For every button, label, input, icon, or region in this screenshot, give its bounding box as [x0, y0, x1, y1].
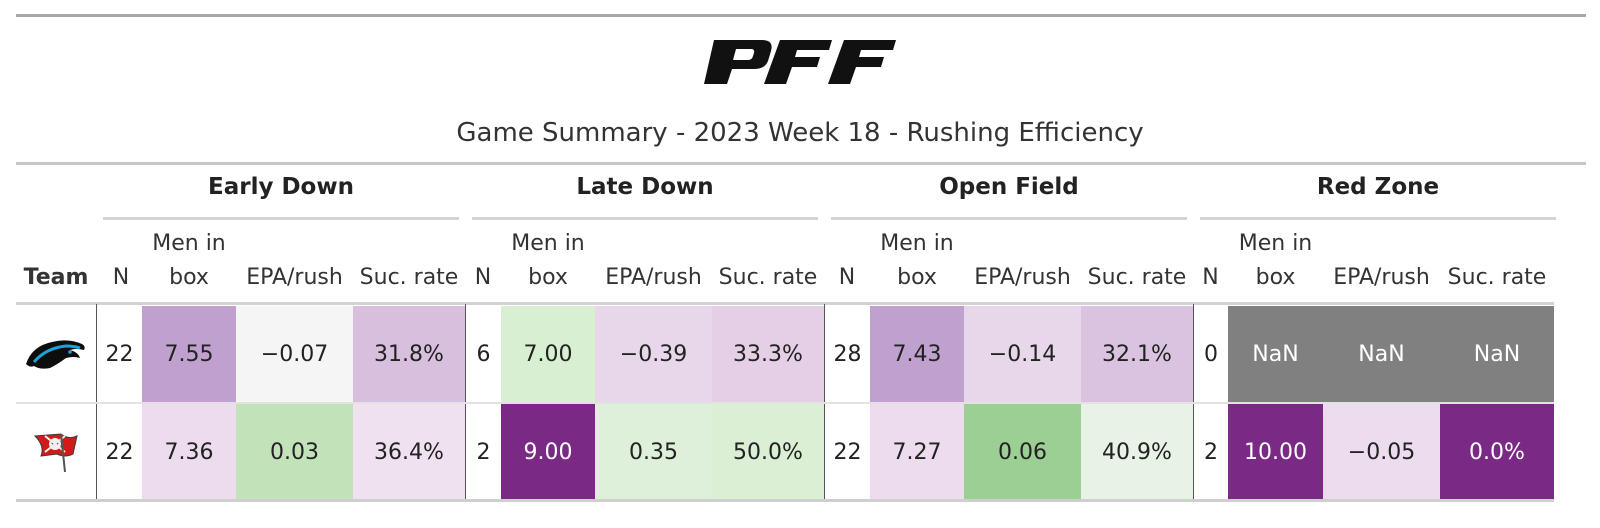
cell-early-down-suc-rate: 31.8%	[353, 306, 465, 402]
cell-late-down-suc-rate: 33.3%	[712, 306, 824, 402]
cell-early-down-n: 22	[97, 404, 142, 500]
cell-open-field-men-in-box: 7.27	[870, 404, 964, 500]
col-header-men-in-box-line2: box	[528, 265, 568, 290]
buccaneers-flag-logo-icon	[33, 433, 78, 473]
col-header-men-in-box-line2: box	[1255, 265, 1296, 290]
cell-open-field-suc-rate: 40.9%	[1081, 404, 1193, 500]
cell-red-zone-n: 0	[1194, 306, 1228, 402]
cell-open-field-epa-rush: −0.14	[964, 306, 1081, 402]
group-early-down: Early Down	[208, 174, 354, 200]
cell-open-field-suc-rate: 32.1%	[1081, 306, 1193, 402]
col-header-team: Team	[23, 265, 89, 290]
col-header-epa: EPA/rush	[246, 265, 343, 290]
group-red-zone: Red Zone	[1316, 174, 1440, 200]
col-header-n: N	[112, 265, 130, 290]
cell-late-down-men-in-box: 7.00	[501, 306, 595, 402]
team-logo-cell	[16, 306, 96, 402]
col-header-men-in-box-line1: Men in	[1238, 231, 1313, 256]
cell-late-down-epa-rush: −0.39	[595, 306, 712, 402]
col-header-epa: EPA/rush	[1333, 265, 1430, 290]
bottom-rule	[16, 499, 1554, 502]
cell-early-down-epa-rush: 0.03	[236, 404, 353, 500]
cell-early-down-men-in-box: 7.55	[142, 306, 236, 402]
col-header-men-in-box: Men in box	[870, 227, 964, 295]
pff-logo-icon	[704, 40, 896, 84]
cell-late-down-n: 2	[466, 404, 501, 500]
group-early-down-line	[103, 217, 459, 220]
col-header-men-in-box: Men in box	[501, 227, 595, 295]
group-red-zone-line	[1200, 217, 1556, 220]
cell-late-down-suc-rate: 50.0%	[712, 404, 824, 500]
cell-red-zone-men-in-box: 10.00	[1228, 404, 1323, 500]
group-open-field-line	[831, 217, 1187, 220]
cell-early-down-men-in-box: 7.36	[142, 404, 236, 500]
cell-late-down-men-in-box: 9.00	[501, 404, 595, 500]
panther-logo-icon	[26, 340, 85, 369]
table-title: Game Summary - 2023 Week 18 - Rushing Ef…	[456, 118, 1144, 148]
col-header-n: N	[1202, 265, 1219, 290]
col-header-suc-rate: Suc. rate	[359, 265, 459, 290]
header-rule	[16, 302, 1554, 305]
col-header-epa: EPA/rush	[974, 265, 1071, 290]
top-rule	[16, 14, 1586, 17]
cell-open-field-men-in-box: 7.43	[870, 306, 964, 402]
cell-late-down-n: 6	[466, 306, 501, 402]
col-header-suc-rate: Suc. rate	[1087, 265, 1187, 290]
col-header-n: N	[474, 265, 492, 290]
col-header-suc-rate: Suc. rate	[1447, 265, 1547, 290]
col-header-epa: EPA/rush	[605, 265, 702, 290]
pff-logo	[700, 36, 900, 88]
group-open-field: Open Field	[939, 174, 1079, 200]
col-header-n: N	[838, 265, 856, 290]
cell-red-zone-epa-rush: −0.05	[1323, 404, 1440, 500]
group-late-down-line	[472, 217, 818, 220]
col-header-men-in-box-line2: box	[897, 265, 937, 290]
cell-late-down-epa-rush: 0.35	[595, 404, 712, 500]
cell-red-zone-n: 2	[1194, 404, 1228, 500]
title-rule	[16, 162, 1586, 165]
cell-red-zone-men-in-box: NaN	[1228, 306, 1323, 402]
col-header-men-in-box-line1: Men in	[152, 231, 226, 256]
col-header-men-in-box-line2: box	[169, 265, 209, 290]
cell-red-zone-suc-rate: 0.0%	[1440, 404, 1554, 500]
cell-red-zone-epa-rush: NaN	[1323, 306, 1440, 402]
cell-open-field-n: 22	[825, 404, 870, 500]
col-header-suc-rate: Suc. rate	[718, 265, 818, 290]
cell-red-zone-suc-rate: NaN	[1440, 306, 1554, 402]
group-late-down: Late Down	[576, 174, 714, 200]
team-logo-cell	[16, 404, 96, 500]
cell-early-down-n: 22	[97, 306, 142, 402]
col-header-men-in-box-line1: Men in	[511, 231, 585, 256]
cell-open-field-epa-rush: 0.06	[964, 404, 1081, 500]
row-separator	[16, 402, 1554, 404]
col-header-men-in-box: Men in box	[142, 227, 236, 295]
col-header-men-in-box: Men in box	[1228, 227, 1323, 295]
cell-open-field-n: 28	[825, 306, 870, 402]
cell-early-down-epa-rush: −0.07	[236, 306, 353, 402]
cell-early-down-suc-rate: 36.4%	[353, 404, 465, 500]
col-header-men-in-box-line1: Men in	[880, 231, 954, 256]
